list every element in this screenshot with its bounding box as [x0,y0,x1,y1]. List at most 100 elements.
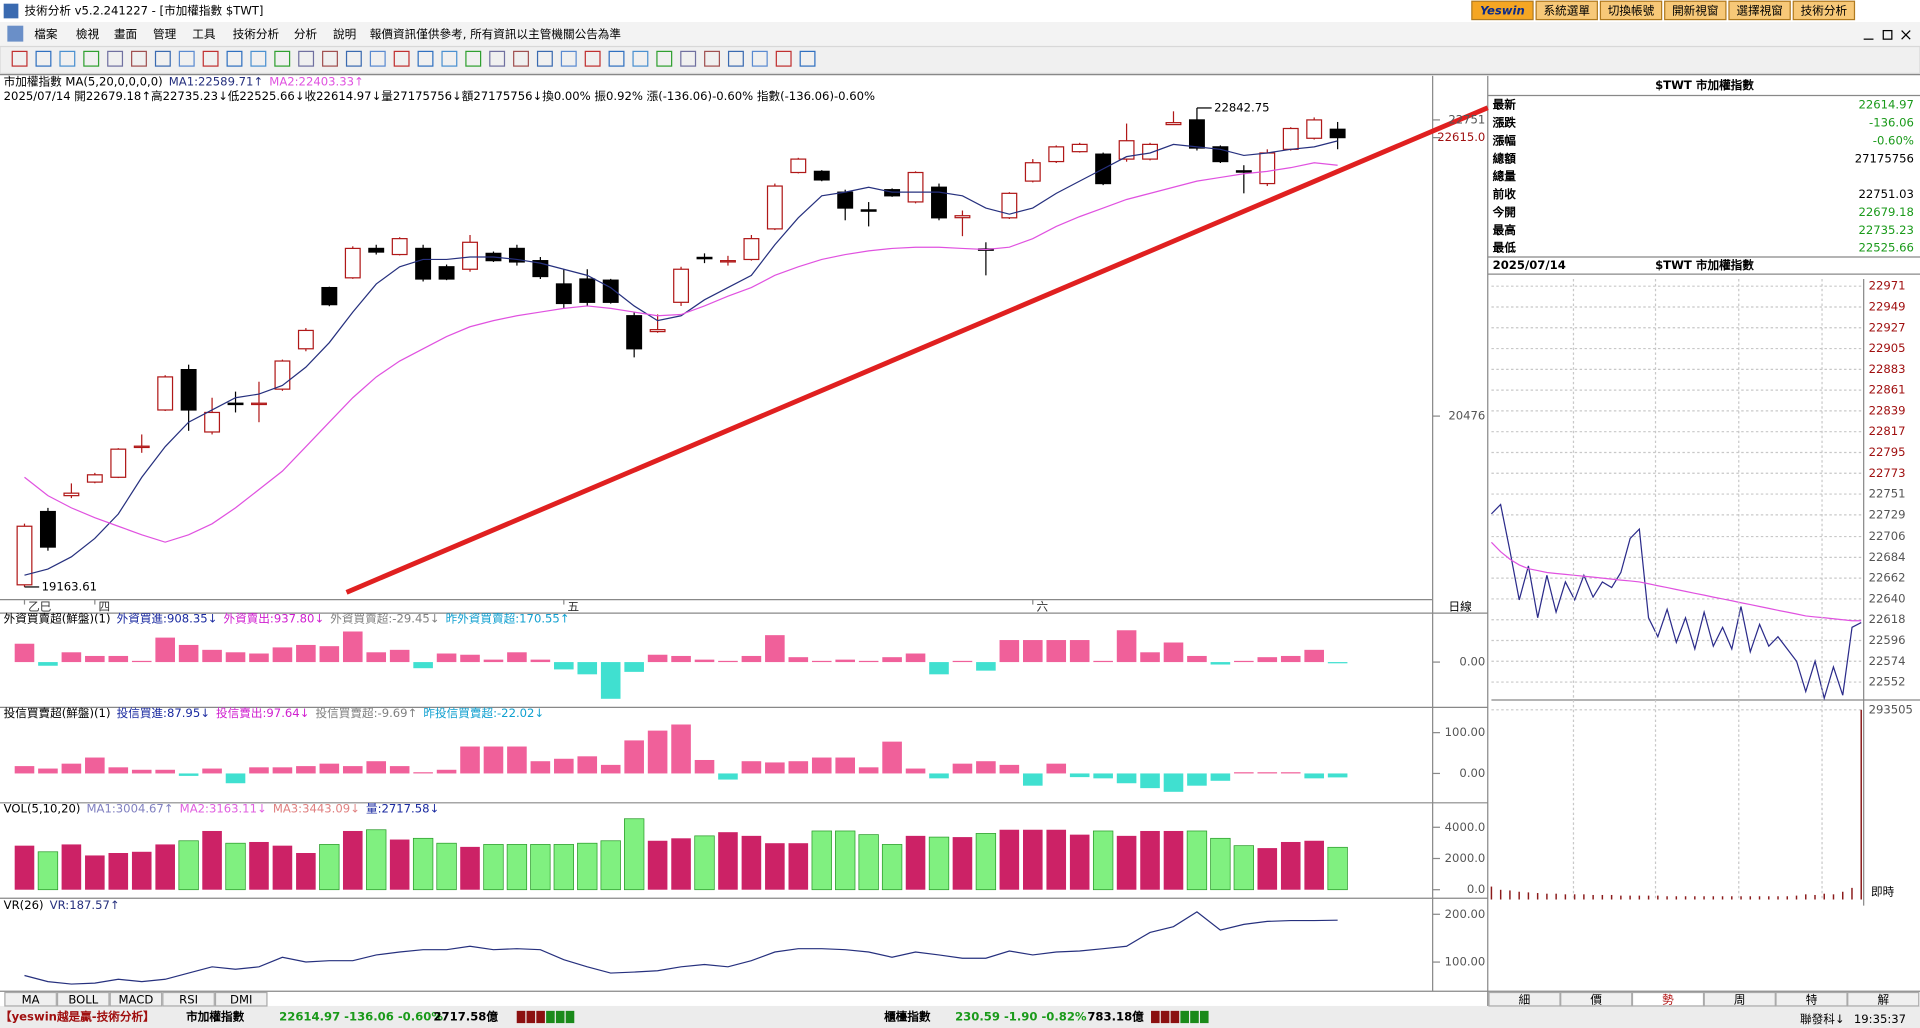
x-tick-label: 五 [567,600,579,614]
toolbar-icon[interactable] [83,50,100,67]
volume-bar [765,843,785,890]
top-button[interactable] [1599,0,1663,21]
side-tab[interactable] [1703,991,1776,1007]
side-tab-label[interactable]: 特 [1806,992,1818,1006]
toolbar-icon[interactable] [298,50,315,67]
toolbar-icon[interactable] [799,50,816,67]
candle-body [696,256,713,260]
side-tab[interactable] [1631,991,1705,1007]
bar [507,652,527,663]
tab-label[interactable]: DMI [230,992,252,1006]
volume-bar [1069,834,1090,890]
toolbar-icon[interactable] [608,50,625,67]
side-tab-label[interactable]: 細 [1519,992,1531,1006]
toolbar-icon[interactable] [560,50,577,67]
toolbar-icon[interactable] [107,50,124,67]
menu-item[interactable]: 工具 [192,27,216,41]
menu-item[interactable]: 檢視 [76,27,100,41]
top-button-label[interactable]: 選擇視窗 [1736,4,1782,18]
volume-bar [108,853,129,890]
side-tab[interactable] [1775,991,1848,1007]
toolbar-icon[interactable] [11,50,28,67]
toolbar-icon[interactable] [154,50,171,67]
side-tab[interactable] [1488,991,1561,1007]
tab-label[interactable]: BOLL [68,992,98,1006]
top-button[interactable] [1535,0,1598,21]
toolbar-icon[interactable] [704,50,720,67]
menu-item[interactable]: 技術分析 [233,27,280,41]
toolbar-icon[interactable] [417,50,434,67]
toolbar-icon[interactable] [584,50,601,67]
toolbar-icon[interactable] [35,50,52,67]
top-button-label[interactable]: 技術分析 [1801,4,1848,18]
candle-body [626,315,643,350]
top-button-label[interactable]: 切換帳號 [1608,4,1655,18]
toolbar-icon[interactable] [751,50,768,67]
side-tab-label[interactable]: 解 [1877,992,1889,1006]
tab-label[interactable]: MA [22,992,40,1006]
side-tab[interactable] [1847,991,1920,1007]
trend-line-drawing[interactable] [345,105,1489,595]
toolbar-icon[interactable] [178,50,195,67]
side-tab-label[interactable]: 周 [1734,992,1746,1006]
toolbar-icon[interactable] [680,50,697,67]
bar [554,758,574,774]
toolbar-icon[interactable] [489,50,506,67]
tab-label[interactable]: RSI [179,992,198,1006]
side-tab-label[interactable]: 價 [1590,992,1602,1006]
tab[interactable] [162,991,215,1007]
toolbar-icon[interactable] [322,50,338,67]
bar [577,662,598,675]
quote-value: 27175756 [1855,151,1914,165]
top-button-label[interactable]: 開新視窗 [1672,4,1718,18]
toolbar-icon[interactable] [131,50,147,67]
toolbar-icon[interactable] [202,50,219,67]
toolbar-icon[interactable] [513,50,529,67]
restore[interactable] [1882,29,1893,40]
toolbar-icon[interactable] [274,50,291,67]
toolbar-icon[interactable] [775,50,792,67]
toolbar-icon[interactable] [632,50,649,67]
bar [483,746,504,774]
close[interactable] [1901,30,1911,40]
menu-item[interactable]: 管理 [153,27,177,41]
tab[interactable] [109,991,163,1007]
menu-item[interactable]: 畫面 [114,27,137,41]
toolbar-icon[interactable] [727,50,744,67]
menu-item[interactable]: 說明 [333,27,356,41]
volume-bar [1851,887,1853,900]
candle-body [766,185,783,230]
toolbar-icon[interactable] [465,50,482,67]
toolbar-icon[interactable] [345,50,362,67]
menu-item[interactable]: 檔案 [34,27,58,41]
bar [1327,662,1348,664]
bar [811,757,832,774]
top-button[interactable] [1728,0,1791,21]
toolbar-icon[interactable] [536,50,553,67]
bar [1046,763,1067,774]
top-button[interactable] [1792,0,1856,21]
top-button[interactable] [1471,0,1534,21]
tab[interactable] [56,991,110,1007]
bar [155,637,175,663]
bar [858,660,879,663]
top-button-label[interactable]: 系統選單 [1544,4,1590,18]
top-button[interactable] [1664,0,1727,21]
tab[interactable] [214,991,268,1007]
header-text: MA3:3443.09↓ [273,801,360,815]
toolbar-icon[interactable] [226,50,243,67]
toolbar-icon[interactable] [393,50,410,67]
menu-item[interactable]: 分析 [294,27,318,41]
side-tab[interactable] [1560,991,1633,1007]
toolbar-icon[interactable] [369,50,386,67]
tab-label[interactable]: MACD [119,992,154,1006]
toolbar-icon[interactable] [59,50,76,67]
toolbar-icon[interactable] [250,50,267,67]
toolbar-icon[interactable] [656,50,673,67]
top-button-label[interactable]: Yeswin [1480,4,1525,18]
side-tab-label[interactable]: 勢 [1662,992,1674,1006]
volume-bar [61,844,82,890]
toolbar-icon[interactable] [441,50,458,67]
window-controls[interactable] [1863,29,1911,40]
tab[interactable] [4,991,57,1007]
